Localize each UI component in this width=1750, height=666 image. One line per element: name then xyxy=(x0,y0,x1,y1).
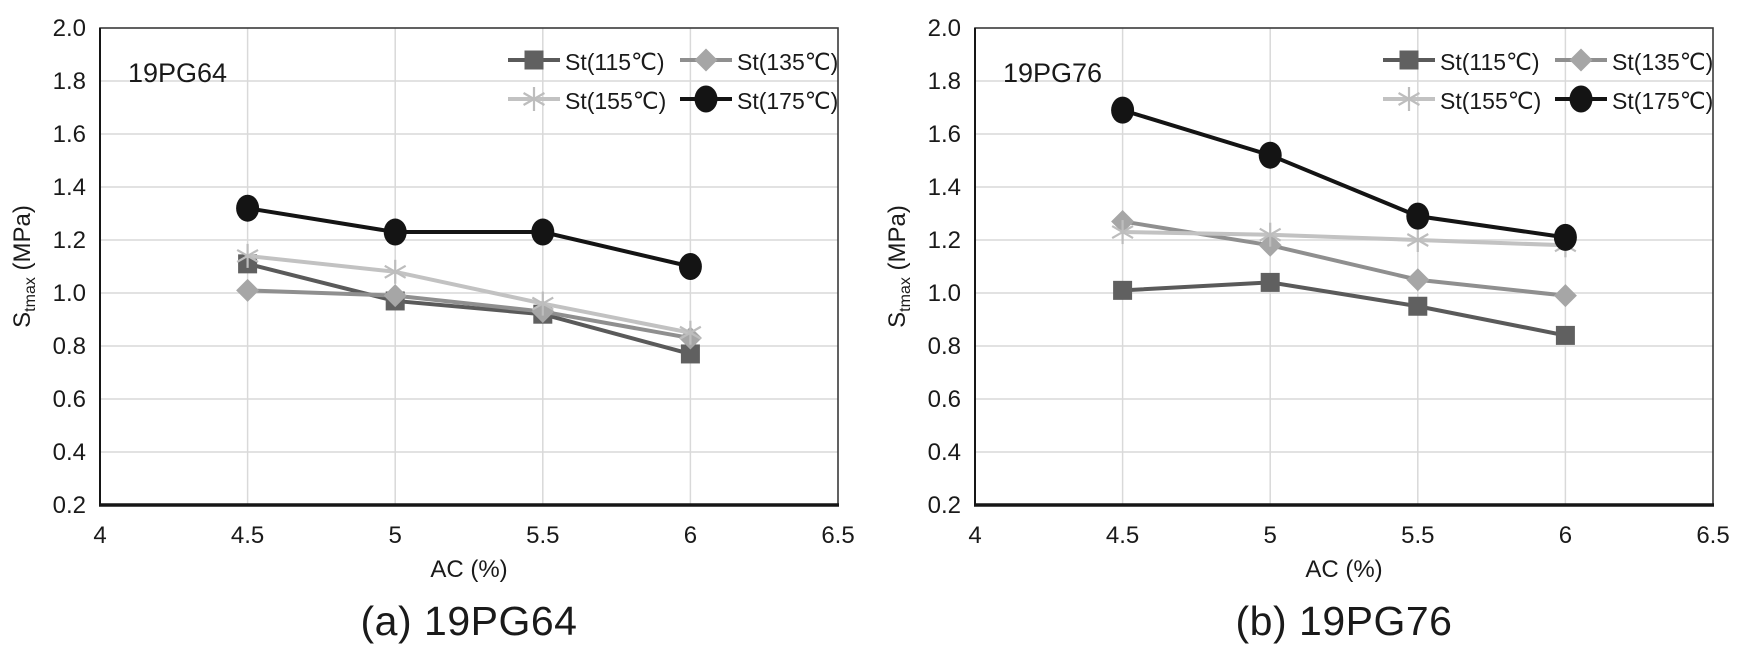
svg-text:1.2: 1.2 xyxy=(53,227,86,254)
svg-text:5.5: 5.5 xyxy=(1401,522,1434,549)
y-tick-labels: 0.2 0.4 0.6 0.8 1.0 1.2 1.4 1.6 1.8 2.0 xyxy=(53,15,86,519)
series-3 xyxy=(236,194,702,280)
line-chart: 0.2 0.4 0.6 0.8 1.0 1.2 1.4 1.6 1.8 2.0 4 4.5 5 5.5 6 6… xyxy=(884,15,1730,583)
y-tick-labels: 0.2 0.4 0.6 0.8 1.0 1.2 1.4 1.6 1.8 2.0 xyxy=(928,15,961,519)
svg-text:5.5: 5.5 xyxy=(526,522,559,549)
svg-text:0.8: 0.8 xyxy=(928,333,961,360)
axes xyxy=(974,28,1714,507)
axes xyxy=(99,28,839,507)
svg-text:5: 5 xyxy=(389,522,402,549)
svg-text:2.0: 2.0 xyxy=(928,15,961,42)
series-3 xyxy=(1111,96,1577,251)
svg-text:St(115℃): St(115℃) xyxy=(1440,49,1540,75)
legend-item-3: St(175℃) xyxy=(680,85,838,114)
legend-item-3: St(175℃) xyxy=(1555,85,1713,114)
chart-b-figure: 0.2 0.4 0.6 0.8 1.0 1.2 1.4 1.6 1.8 2.0 4 4.5 5 5.5 6 6… xyxy=(875,0,1750,666)
panel-label: 19PG76 xyxy=(1003,58,1102,88)
gridlines xyxy=(100,28,838,505)
svg-text:St(135℃): St(135℃) xyxy=(1612,49,1713,75)
svg-text:1.8: 1.8 xyxy=(928,68,961,95)
x-axis-title: AC (%) xyxy=(1305,556,1382,583)
svg-text:0.6: 0.6 xyxy=(53,386,86,413)
svg-text:6.5: 6.5 xyxy=(821,522,854,549)
svg-text:0.2: 0.2 xyxy=(53,492,86,519)
svg-text:4.5: 4.5 xyxy=(1106,522,1139,549)
legend-item-0: St(115℃) xyxy=(1383,49,1540,75)
svg-text:1.0: 1.0 xyxy=(53,280,86,307)
x-axis-title: AC (%) xyxy=(430,556,507,583)
svg-text:0.8: 0.8 xyxy=(53,333,86,360)
svg-text:St(155℃): St(155℃) xyxy=(1440,88,1541,114)
svg-text:4.5: 4.5 xyxy=(231,522,264,549)
svg-text:1.0: 1.0 xyxy=(928,280,961,307)
svg-text:St(155℃): St(155℃) xyxy=(565,88,666,114)
svg-text:0.2: 0.2 xyxy=(928,492,961,519)
svg-text:1.4: 1.4 xyxy=(928,174,961,201)
legend: St(115℃) St(135℃) St(155℃) St(175℃) xyxy=(1383,48,1713,114)
svg-text:1.8: 1.8 xyxy=(53,68,86,95)
series-2 xyxy=(236,243,702,345)
svg-text:0.4: 0.4 xyxy=(53,439,86,466)
svg-text:St(115℃): St(115℃) xyxy=(565,49,665,75)
x-tick-labels: 4 4.5 5 5.5 6 6.5 xyxy=(968,522,1729,549)
svg-text:6.5: 6.5 xyxy=(1696,522,1729,549)
chart-b-caption: (b) 19PG76 xyxy=(1235,598,1453,644)
chart-b: 0.2 0.4 0.6 0.8 1.0 1.2 1.4 1.6 1.8 2.0 4 4.5 5 5.5 6 6… xyxy=(875,0,1750,592)
legend-item-1: St(135℃) xyxy=(680,48,838,75)
line-chart: 0.2 0.4 0.6 0.8 1.0 1.2 1.4 1.6 1.8 2.0 4 4.5 5 5.5 6 6… xyxy=(9,15,855,583)
svg-text:2.0: 2.0 xyxy=(53,15,86,42)
svg-text:1.6: 1.6 xyxy=(928,121,961,148)
svg-text:St(175℃): St(175℃) xyxy=(1612,88,1713,114)
svg-text:6: 6 xyxy=(684,522,697,549)
panel-label: 19PG64 xyxy=(128,58,227,88)
svg-text:6: 6 xyxy=(1559,522,1572,549)
x-tick-labels: 4 4.5 5 5.5 6 6.5 xyxy=(93,522,854,549)
series-0 xyxy=(1113,272,1575,345)
svg-text:1.2: 1.2 xyxy=(928,227,961,254)
legend-item-1: St(135℃) xyxy=(1555,48,1713,75)
svg-text:0.4: 0.4 xyxy=(928,439,961,466)
svg-text:St(135℃): St(135℃) xyxy=(737,49,838,75)
svg-text:5: 5 xyxy=(1264,522,1277,549)
svg-text:4: 4 xyxy=(968,522,981,549)
series-0 xyxy=(238,254,700,364)
svg-text:4: 4 xyxy=(93,522,106,549)
chart-a: 0.2 0.4 0.6 0.8 1.0 1.2 1.4 1.6 1.8 2.0 4 4.5 5 5.5 6 6… xyxy=(0,0,875,592)
chart-a-figure: 0.2 0.4 0.6 0.8 1.0 1.2 1.4 1.6 1.8 2.0 4 4.5 5 5.5 6 6… xyxy=(0,0,875,644)
legend-item-2: St(155℃) xyxy=(1383,87,1541,114)
svg-text:1.6: 1.6 xyxy=(53,121,86,148)
svg-text:St(175℃): St(175℃) xyxy=(737,88,838,114)
y-axis-title: Stmax (MPa) xyxy=(884,205,914,328)
svg-text:1.4: 1.4 xyxy=(53,174,86,201)
svg-text:0.6: 0.6 xyxy=(928,386,961,413)
y-axis-title: Stmax (MPa) xyxy=(9,205,39,328)
legend: St(115℃) St(135℃) St(155℃) St(175℃) xyxy=(508,48,838,114)
legend-item-0: St(115℃) xyxy=(508,49,665,75)
legend-item-2: St(155℃) xyxy=(508,87,666,114)
chart-a-caption: (a) 19PG64 xyxy=(360,598,578,644)
series-2 xyxy=(1111,220,1577,258)
